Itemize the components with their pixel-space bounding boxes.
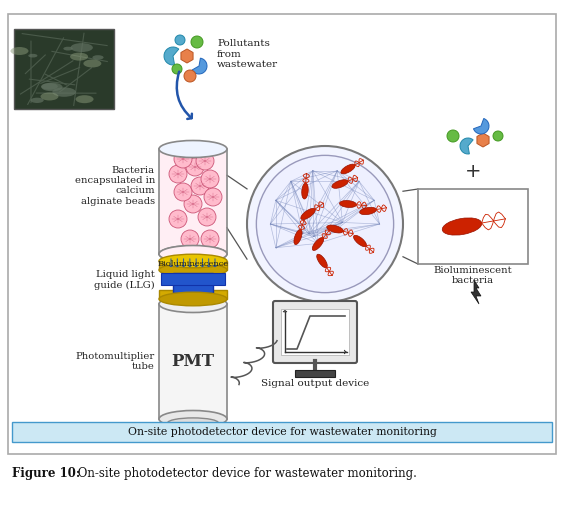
- Text: Liquid light
guide (LLG): Liquid light guide (LLG): [94, 270, 155, 290]
- Circle shape: [169, 165, 187, 183]
- Bar: [281, 309, 349, 355]
- Ellipse shape: [159, 140, 227, 157]
- Ellipse shape: [168, 418, 218, 428]
- Ellipse shape: [341, 164, 355, 174]
- Text: +: +: [465, 161, 481, 181]
- Ellipse shape: [301, 208, 315, 219]
- Ellipse shape: [28, 54, 37, 58]
- Ellipse shape: [63, 47, 73, 50]
- Circle shape: [247, 146, 403, 302]
- Bar: [159, 149, 227, 254]
- Text: PMT: PMT: [171, 353, 214, 370]
- Circle shape: [174, 150, 192, 168]
- Ellipse shape: [312, 238, 324, 250]
- Circle shape: [196, 152, 214, 170]
- Ellipse shape: [70, 43, 93, 52]
- Ellipse shape: [30, 98, 43, 103]
- Circle shape: [169, 210, 187, 228]
- Text: Signal output device: Signal output device: [261, 379, 369, 388]
- Wedge shape: [474, 119, 489, 134]
- Ellipse shape: [327, 225, 343, 233]
- Text: Pollutants
from
wastewater: Pollutants from wastewater: [217, 39, 278, 69]
- Circle shape: [204, 188, 222, 206]
- Circle shape: [175, 35, 185, 45]
- Circle shape: [198, 208, 216, 226]
- Text: Bacteria
encapsulated in
calcium
alginate beads: Bacteria encapsulated in calcium alginat…: [74, 165, 155, 206]
- Circle shape: [447, 130, 459, 142]
- Bar: [14, 29, 114, 109]
- Ellipse shape: [159, 296, 227, 313]
- Ellipse shape: [11, 47, 28, 55]
- Bar: [159, 304, 227, 419]
- Ellipse shape: [302, 183, 309, 199]
- Text: On-site photodetector device for wastewater monitoring: On-site photodetector device for wastewa…: [127, 427, 437, 437]
- Ellipse shape: [159, 245, 227, 263]
- Bar: [418, 189, 528, 264]
- Text: Figure 10:: Figure 10:: [12, 467, 80, 480]
- Ellipse shape: [332, 180, 348, 188]
- Circle shape: [201, 230, 219, 248]
- FancyBboxPatch shape: [273, 301, 357, 363]
- Circle shape: [172, 64, 182, 74]
- FancyBboxPatch shape: [12, 422, 552, 442]
- Bar: [173, 273, 213, 293]
- Ellipse shape: [41, 83, 63, 91]
- Circle shape: [191, 177, 209, 195]
- Ellipse shape: [317, 254, 327, 268]
- Text: Bioluminescent
bacteria: Bioluminescent bacteria: [434, 266, 512, 286]
- Text: Bioluminescence: Bioluminescence: [157, 260, 228, 268]
- Ellipse shape: [360, 207, 376, 215]
- Ellipse shape: [159, 263, 227, 277]
- Circle shape: [184, 70, 196, 82]
- Ellipse shape: [294, 230, 302, 245]
- Bar: [161, 273, 225, 285]
- Ellipse shape: [442, 218, 482, 235]
- Circle shape: [174, 183, 192, 201]
- Bar: [159, 261, 227, 270]
- Text: Photomultiplier
tube: Photomultiplier tube: [76, 352, 155, 371]
- Ellipse shape: [354, 235, 367, 247]
- Ellipse shape: [159, 410, 227, 428]
- Polygon shape: [181, 49, 193, 63]
- Ellipse shape: [41, 83, 58, 90]
- Ellipse shape: [159, 292, 227, 306]
- Circle shape: [201, 170, 219, 188]
- Circle shape: [181, 230, 199, 248]
- Circle shape: [184, 195, 202, 213]
- Ellipse shape: [70, 52, 88, 61]
- Polygon shape: [477, 133, 489, 147]
- Circle shape: [493, 131, 503, 141]
- Circle shape: [257, 155, 394, 293]
- Bar: [159, 290, 227, 299]
- Text: On-site photodetector device for wastewater monitoring.: On-site photodetector device for wastewa…: [74, 467, 417, 480]
- FancyBboxPatch shape: [8, 14, 556, 454]
- Ellipse shape: [159, 245, 227, 263]
- Wedge shape: [460, 138, 473, 154]
- Ellipse shape: [340, 201, 356, 208]
- Ellipse shape: [92, 55, 104, 60]
- Ellipse shape: [52, 88, 76, 97]
- Circle shape: [191, 36, 203, 48]
- Wedge shape: [164, 47, 179, 65]
- Bar: [295, 370, 335, 377]
- Ellipse shape: [83, 60, 102, 68]
- Circle shape: [186, 158, 204, 176]
- Bar: [160, 150, 226, 253]
- Polygon shape: [471, 280, 481, 304]
- Ellipse shape: [41, 93, 59, 100]
- Ellipse shape: [76, 95, 94, 103]
- Wedge shape: [192, 58, 207, 74]
- Ellipse shape: [159, 254, 227, 268]
